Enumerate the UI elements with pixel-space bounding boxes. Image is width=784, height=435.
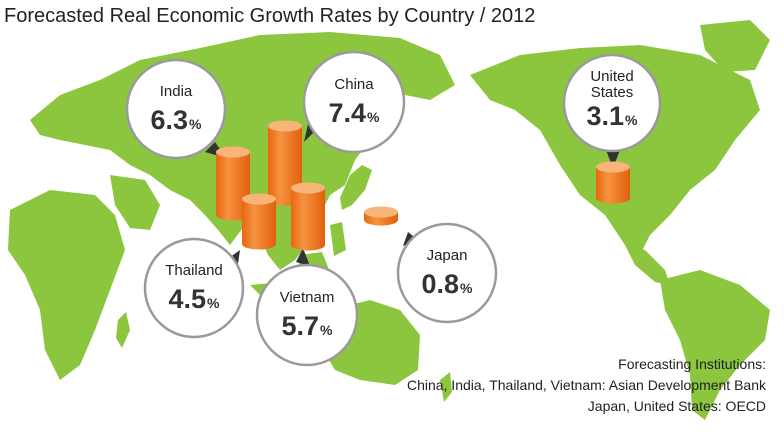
callout-circle-china	[302, 50, 406, 154]
bar-thailand	[242, 193, 276, 250]
bar-top-india	[216, 146, 250, 158]
bar-top-japan	[364, 206, 398, 218]
map-philippines	[330, 222, 346, 256]
callout-japan: Japan 0.8%	[396, 222, 498, 324]
source-note: Forecasting Institutions: China, India, …	[407, 356, 767, 414]
map-africa	[8, 190, 125, 380]
callout-circle-japan	[396, 222, 498, 324]
country-label-thailand: Thailand	[165, 262, 223, 279]
map-central-america	[625, 245, 670, 285]
callout-circle-united-states	[562, 53, 662, 153]
callout-vietnam: Vietnam 5.7%	[255, 248, 359, 367]
callout-circle-thailand	[143, 237, 245, 339]
map-south-america	[660, 270, 770, 420]
source-line-2: Japan, United States: OECD	[588, 398, 766, 414]
value-label-vietnam: 5.7%	[282, 311, 334, 341]
source-line-1: China, India, Thailand, Vietnam: Asian D…	[407, 377, 767, 393]
country-label-china: China	[334, 76, 374, 93]
callout-circle-vietnam	[255, 263, 359, 367]
value-label-china: 7.4%	[329, 98, 381, 128]
bar-top-united-states	[596, 161, 630, 173]
bar-india	[216, 146, 250, 221]
bar-side-thailand	[242, 199, 276, 250]
bar-vietnam	[291, 182, 325, 251]
callout-china: China 7.4%	[302, 50, 406, 154]
map-arabia	[110, 175, 160, 230]
value-label-japan: 0.8%	[422, 269, 474, 299]
country-label-united-states: United	[590, 68, 633, 85]
value-label-thailand: 4.5%	[169, 284, 221, 314]
cylinders	[216, 120, 630, 251]
country-label-japan: Japan	[427, 247, 468, 264]
bar-japan	[364, 206, 398, 226]
chart-title: Forecasted Real Economic Growth Rates by…	[4, 5, 535, 27]
bar-side-india	[216, 152, 250, 221]
callout-india: India 6.3%	[125, 58, 227, 160]
country-label-vietnam: Vietnam	[280, 289, 335, 306]
country-label-india: India	[160, 83, 193, 100]
bar-side-vietnam	[291, 188, 325, 251]
callout-pointer-united-states	[606, 150, 620, 168]
map-new-zealand	[440, 372, 452, 402]
bar-side-united-states	[596, 167, 630, 204]
bar-top-china	[268, 120, 302, 132]
map-madagascar	[116, 312, 130, 348]
callout-thailand: Thailand 4.5%	[143, 237, 245, 339]
bar-top-vietnam	[291, 182, 325, 194]
country-label-united-states: States	[591, 84, 634, 101]
callout-pointer-vietnam	[296, 248, 310, 266]
source-heading: Forecasting Institutions:	[618, 356, 766, 372]
map-greenland	[700, 20, 770, 72]
value-label-united-states: 3.1%	[587, 101, 639, 131]
callout-circle-india	[125, 58, 227, 160]
bar-top-thailand	[242, 193, 276, 205]
map-japan	[340, 165, 372, 210]
bar-united-states	[596, 161, 630, 204]
value-label-india: 6.3%	[151, 105, 203, 135]
